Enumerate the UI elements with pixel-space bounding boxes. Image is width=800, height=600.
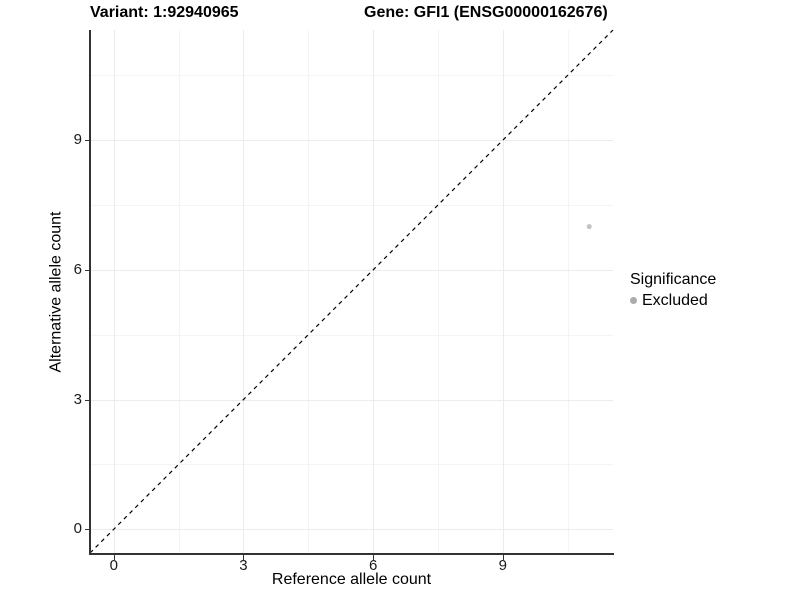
- legend-excluded-dot-icon: [630, 297, 637, 304]
- y-axis-title: Alternative allele count: [47, 211, 65, 373]
- legend: Significance Excluded: [630, 270, 716, 310]
- y-axis-line: [89, 30, 91, 554]
- x-tick-label: 3: [239, 557, 248, 574]
- horizontal-gridline: [90, 399, 613, 401]
- y-tick-mark: [85, 529, 90, 531]
- vertical-gridline: [567, 30, 569, 553]
- y-tick-mark: [85, 399, 90, 401]
- vertical-gridline: [113, 30, 115, 553]
- horizontal-gridline: [90, 464, 613, 466]
- vertical-gridline: [308, 30, 310, 553]
- plot-title-variant: Variant: 1:92940965: [90, 4, 239, 21]
- x-tick-mark: [502, 555, 504, 560]
- legend-item-excluded: Excluded: [630, 291, 716, 310]
- y-tick-label: 6: [73, 260, 82, 278]
- horizontal-gridline: [90, 140, 613, 142]
- horizontal-gridline: [90, 529, 613, 531]
- legend-title: Significance: [630, 271, 717, 288]
- x-tick-mark: [373, 555, 375, 560]
- x-tick-label: 6: [368, 557, 378, 574]
- y-tick-label: 0: [73, 520, 82, 538]
- x-axis-title: Reference allele count: [271, 571, 432, 588]
- vertical-gridline: [243, 30, 245, 553]
- plot-canvas: [89, 29, 614, 554]
- y-tick-mark: [85, 140, 90, 142]
- data-point-excluded: [586, 224, 592, 230]
- horizontal-gridline: [90, 269, 613, 271]
- x-tick-label: 0: [109, 557, 118, 574]
- horizontal-gridline: [90, 205, 613, 207]
- y-tick-label: 3: [73, 390, 82, 408]
- y-tick-label: 9: [73, 131, 82, 149]
- plot-panel: [89, 29, 614, 554]
- x-tick-label: 9: [498, 557, 507, 574]
- x-tick-mark: [113, 555, 115, 560]
- x-axis-line: [89, 553, 614, 555]
- legend-item-label: Excluded: [642, 292, 708, 309]
- horizontal-gridline: [90, 75, 613, 77]
- identity-dashed-line: [89, 29, 614, 554]
- x-tick-mark: [243, 555, 245, 560]
- vertical-gridline: [437, 30, 439, 553]
- vertical-gridline: [178, 30, 180, 553]
- horizontal-gridline: [90, 334, 613, 336]
- vertical-gridline: [502, 30, 504, 553]
- plot-title-gene: Gene: GFI1 (ENSG00000162676): [364, 4, 608, 21]
- y-tick-mark: [85, 269, 90, 271]
- vertical-gridline: [373, 30, 375, 553]
